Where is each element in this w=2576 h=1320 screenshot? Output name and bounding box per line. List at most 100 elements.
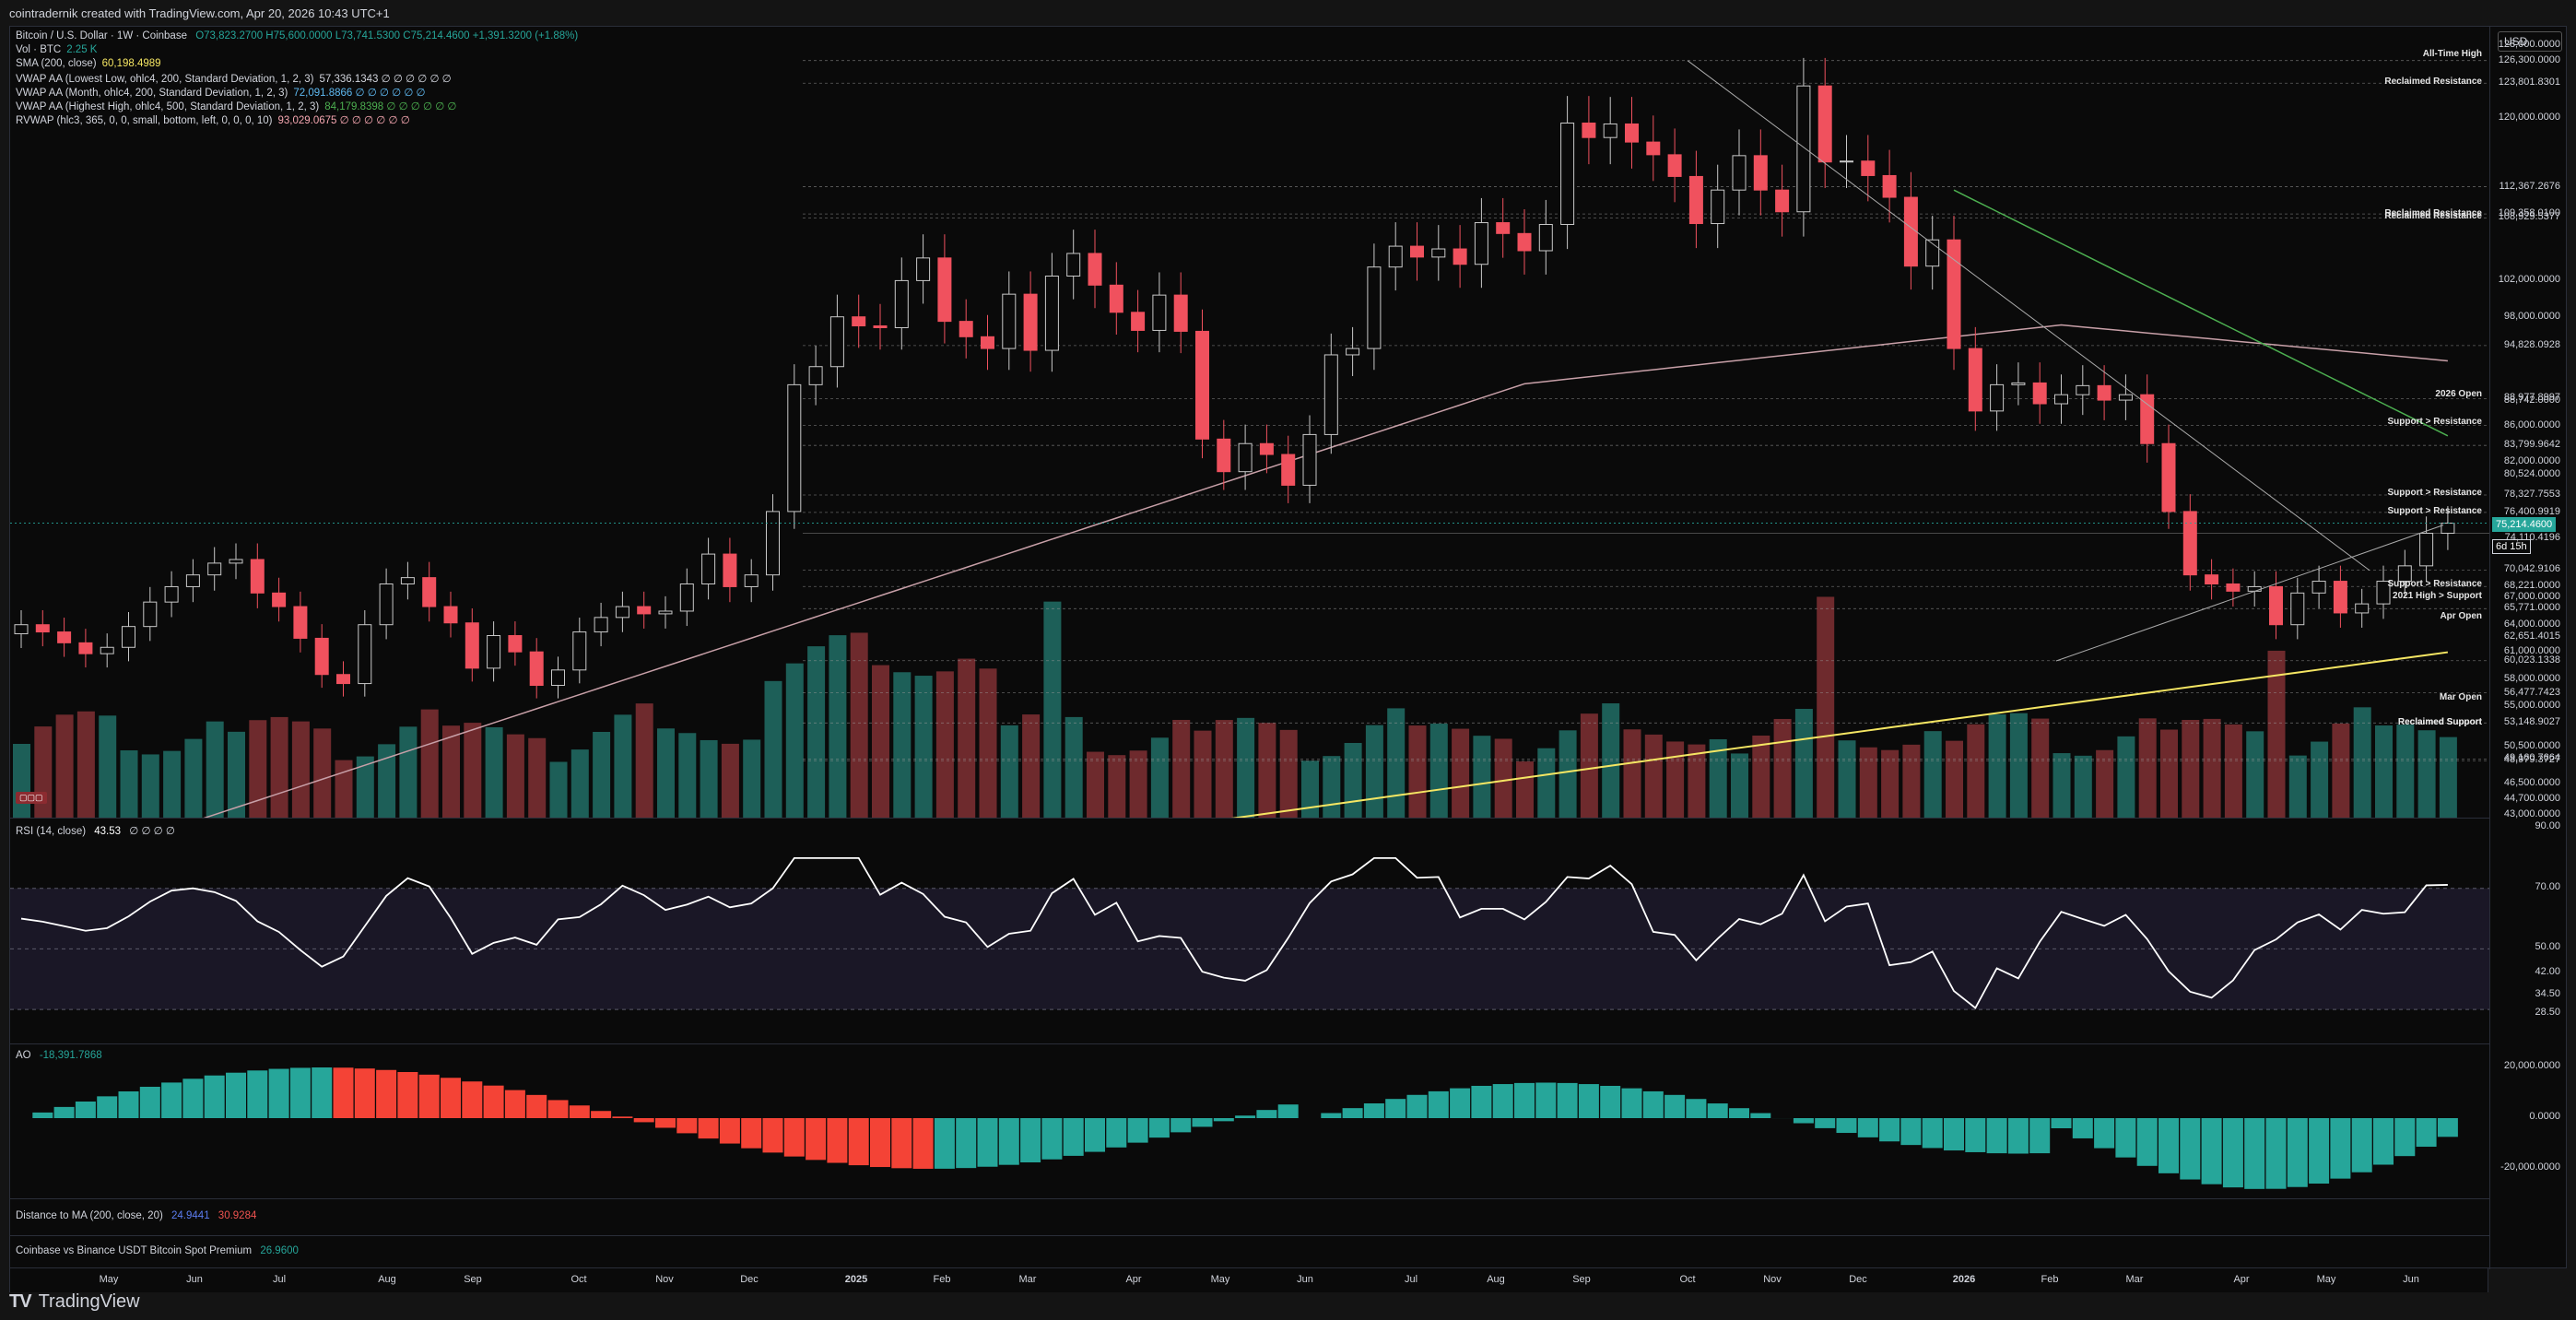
candle-body xyxy=(1066,253,1081,277)
candle-body xyxy=(1217,438,1231,473)
candle-body xyxy=(1732,155,1747,191)
volume-bar xyxy=(2138,718,2157,818)
price-chart-svg[interactable] xyxy=(10,27,2489,818)
vwap2-label: VWAP AA (Month, ohlc4, 200, Standard Dev… xyxy=(16,88,288,99)
candle-body xyxy=(1667,154,1682,177)
ao-bar xyxy=(462,1081,483,1118)
volume-bar xyxy=(1666,741,1685,818)
vwap2-legend[interactable]: VWAP AA (Month, ohlc4, 200, Standard Dev… xyxy=(16,86,426,99)
ao-bar xyxy=(741,1118,762,1149)
time-axis-label: Jun xyxy=(186,1274,203,1285)
volume-bar xyxy=(1108,755,1126,818)
candle-body xyxy=(1753,155,1768,191)
volume-bar xyxy=(549,761,568,818)
price-pane[interactable]: Bitcoin / U.S. Dollar · 1W · Coinbase O7… xyxy=(10,27,2489,818)
rsi-legend[interactable]: RSI (14, close) 43.53 ∅ ∅ ∅ ∅ xyxy=(16,824,175,837)
ao-bar xyxy=(2416,1118,2437,1148)
candle-body xyxy=(873,325,888,328)
volume-bar xyxy=(1859,747,1877,818)
volume-bar xyxy=(1129,750,1147,818)
dist-legend[interactable]: Distance to MA (200, close, 20) 24.9441 … xyxy=(16,1210,256,1221)
volume-bar xyxy=(2311,741,2329,818)
price-axis-label: 94,828.0928 xyxy=(2503,338,2560,350)
volume-bar xyxy=(1387,708,1406,818)
premium-legend[interactable]: Coinbase vs Binance USDT Bitcoin Spot Pr… xyxy=(16,1245,299,1256)
ao-bar xyxy=(698,1118,719,1139)
candle-body xyxy=(164,585,179,603)
candle-body xyxy=(2376,581,2391,605)
volume-bar xyxy=(2417,730,2436,818)
volume-bar xyxy=(291,721,310,818)
ao-bar xyxy=(1600,1085,1621,1118)
ao-bar xyxy=(612,1116,633,1118)
time-axis-label: Jul xyxy=(272,1274,287,1285)
chart-frame[interactable]: Bitcoin / U.S. Dollar · 1W · Coinbase O7… xyxy=(9,26,2568,1269)
volume-bar xyxy=(1773,718,1792,818)
candle-body xyxy=(637,606,652,615)
sma-legend[interactable]: SMA (200, close) 60,198.4989 xyxy=(16,58,161,69)
ao-bar xyxy=(354,1068,375,1118)
volume-bar xyxy=(1580,713,1598,818)
tradingview-brand[interactable]: TV TradingView xyxy=(9,1288,140,1315)
level-label: Apr Open xyxy=(2440,610,2482,621)
volume-bar xyxy=(1365,725,1383,818)
ao-bar xyxy=(1836,1118,1857,1134)
ao-pane[interactable]: AO -18,391.7868 xyxy=(10,1043,2489,1198)
price-axis[interactable]: USD 128,000.0000 126,300.0000 123,801.8301… xyxy=(2489,27,2568,1269)
ao-bar xyxy=(1986,1118,2007,1154)
vol-legend[interactable]: Vol · BTC 2.25 K xyxy=(16,44,97,55)
ao-bar xyxy=(977,1118,998,1167)
rsi-chart-svg[interactable] xyxy=(10,819,2489,1044)
price-axis-label: 74,110.4196 xyxy=(2504,532,2560,544)
volume-bar xyxy=(2096,749,2114,818)
candle-body xyxy=(1152,294,1167,331)
currency-button[interactable]: USD xyxy=(2498,31,2562,52)
candle-body xyxy=(1131,312,1146,331)
volume-bar xyxy=(1452,728,1470,818)
ao-bar xyxy=(1707,1103,1728,1118)
level-label: Support > Resistance xyxy=(2387,416,2482,427)
time-axis-label: Feb xyxy=(2041,1274,2059,1285)
candle-body xyxy=(679,583,694,612)
ao-bar xyxy=(312,1067,333,1118)
premium-pane[interactable]: Coinbase vs Binance USDT Bitcoin Spot Pr… xyxy=(10,1235,2489,1269)
volume-bar xyxy=(1279,729,1298,818)
ao-bar xyxy=(1020,1118,1041,1163)
price-axis-label: 120,000.0000 xyxy=(2498,111,2560,123)
ao-chart-svg[interactable] xyxy=(10,1044,2489,1199)
vwap3-legend[interactable]: VWAP AA (Highest High, ohlc4, 500, Stand… xyxy=(16,100,456,112)
rvwap-legend[interactable]: RVWAP (hlc3, 365, 0, 0, small, bottom, l… xyxy=(16,113,410,126)
ao-bar xyxy=(1965,1118,1986,1152)
rsi-pane[interactable]: RSI (14, close) 43.53 ∅ ∅ ∅ ∅ xyxy=(10,818,2489,1043)
vwap1-legend[interactable]: VWAP AA (Lowest Low, ohlc4, 200, Standar… xyxy=(16,72,452,85)
ao-bar xyxy=(2373,1118,2394,1165)
candle-body xyxy=(487,634,501,669)
volume-bar xyxy=(1429,724,1448,818)
candle-body xyxy=(35,624,50,633)
volume-bar xyxy=(313,728,332,818)
ao-bar xyxy=(2051,1118,2072,1128)
ao-bar xyxy=(2007,1118,2029,1154)
ao-bar xyxy=(1342,1108,1363,1118)
volume-bar xyxy=(721,743,739,818)
ao-legend[interactable]: AO -18,391.7868 xyxy=(16,1050,102,1061)
candle-body xyxy=(1453,248,1467,265)
ao-bar xyxy=(1944,1118,1964,1151)
time-axis[interactable]: May Jun Jul Aug Sep Oct Nov Dec 2025 Feb Mar Apr May… xyxy=(9,1268,2488,1292)
symbol-legend[interactable]: Bitcoin / U.S. Dollar · 1W · Coinbase O7… xyxy=(16,30,578,41)
volume-bar xyxy=(2288,755,2307,818)
trendline-down xyxy=(1687,60,2370,572)
distance-ma-pane[interactable]: Distance to MA (200, close, 20) 24.9441 … xyxy=(10,1198,2489,1235)
candle-body xyxy=(122,626,135,648)
candle-body xyxy=(336,674,350,685)
ao-bar xyxy=(1428,1090,1449,1118)
ao-axis-label: 0.0000 xyxy=(2529,1111,2560,1122)
candle-body xyxy=(2311,581,2326,594)
candle-body xyxy=(1109,284,1123,313)
volume-bar xyxy=(506,734,524,818)
volume-bar xyxy=(2160,729,2178,818)
candle-body xyxy=(2140,394,2155,444)
price-axis-label: 48,979.3727 xyxy=(2503,754,2560,766)
ao-bar xyxy=(848,1118,869,1166)
ao-bar xyxy=(569,1105,590,1118)
